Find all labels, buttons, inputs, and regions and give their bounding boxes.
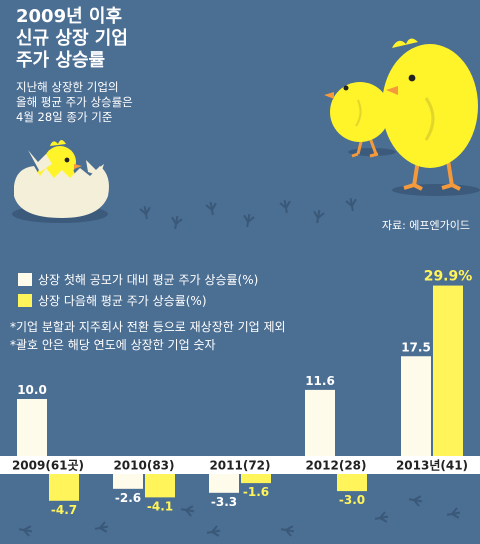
data-label: -3.3 xyxy=(211,495,237,509)
bar xyxy=(17,399,47,456)
data-label: -4.7 xyxy=(51,503,77,517)
bar xyxy=(145,474,175,498)
category-label: 2010(83) xyxy=(113,459,174,473)
subtitle-line: 4월 28일 종가 기준 xyxy=(16,110,113,124)
legend-swatch-first-year xyxy=(18,272,32,286)
data-label: -3.0 xyxy=(339,493,365,507)
bar xyxy=(113,474,143,489)
bar-chart: 10.0 -4.7 -2.6 -4.1 -3.3 -1.6 11.6 -3.0 17.5 29.9… xyxy=(0,269,480,517)
footnote: *기업 분할과 지주회사 전환 등으로 재상장한 기업 제외 xyxy=(10,320,286,334)
footnotes: *기업 분할과 지주회사 전환 등으로 재상장한 기업 제외 *괄호 안은 해당… xyxy=(10,318,286,354)
subtitle-line: 올해 평균 주가 상승률은 xyxy=(16,95,133,109)
bar xyxy=(305,389,335,456)
category-label: 2013년(41) xyxy=(396,459,468,473)
legend-swatch-next-year xyxy=(18,293,32,307)
source-note: 자료: 에프엔가이드 xyxy=(381,219,470,232)
chick-illustration xyxy=(382,38,480,196)
bar xyxy=(337,474,367,492)
data-label: 29.9% xyxy=(424,269,473,285)
legend-item-next-year: 상장 다음해 평균 주가 상승률(%) xyxy=(18,291,258,309)
category-label: 2009(61곳) xyxy=(12,459,84,473)
chick-illustration xyxy=(324,82,396,158)
bar xyxy=(49,474,79,501)
chart-title: 2009년 이후 신규 상장 기업 주가 상승률 xyxy=(16,6,216,72)
data-label: -2.6 xyxy=(115,491,141,505)
hatching-chick-egg-illustration xyxy=(12,140,109,223)
data-label: 10.0 xyxy=(17,383,47,397)
legend: 상장 첫해 공모가 대비 평균 주가 상승률(%) 상장 다음해 평균 주가 상… xyxy=(18,270,258,312)
footprints-illustration xyxy=(139,197,357,230)
bar xyxy=(433,285,463,456)
footprints-illustration xyxy=(18,495,461,537)
legend-item-first-year: 상장 첫해 공모가 대비 평균 주가 상승률(%) xyxy=(18,270,258,288)
bar xyxy=(209,474,239,493)
data-label: -4.1 xyxy=(147,499,173,513)
category-label: 2012(28) xyxy=(305,459,366,473)
title-line: 주가 상승률 xyxy=(16,50,106,71)
category-label: 2011(72) xyxy=(209,459,270,473)
bar xyxy=(241,474,271,484)
title-line: 2009년 이후 xyxy=(16,6,123,27)
legend-label: 상장 첫해 공모가 대비 평균 주가 상승률(%) xyxy=(38,272,259,287)
data-label: -1.6 xyxy=(243,485,269,499)
subtitle-line: 지난해 상장한 기업의 xyxy=(16,80,119,94)
legend-label: 상장 다음해 평균 주가 상승률(%) xyxy=(38,293,207,308)
data-label: 11.6 xyxy=(305,374,335,388)
chart-subtitle: 지난해 상장한 기업의 올해 평균 주가 상승률은 4월 28일 종가 기준 xyxy=(16,80,216,125)
bar xyxy=(401,356,431,456)
title-line: 신규 상장 기업 xyxy=(16,28,128,49)
x-axis-band xyxy=(0,456,480,474)
data-label: 17.5 xyxy=(401,340,431,354)
footnote: *괄호 안은 해당 연도에 상장한 기업 숫자 xyxy=(10,338,216,352)
